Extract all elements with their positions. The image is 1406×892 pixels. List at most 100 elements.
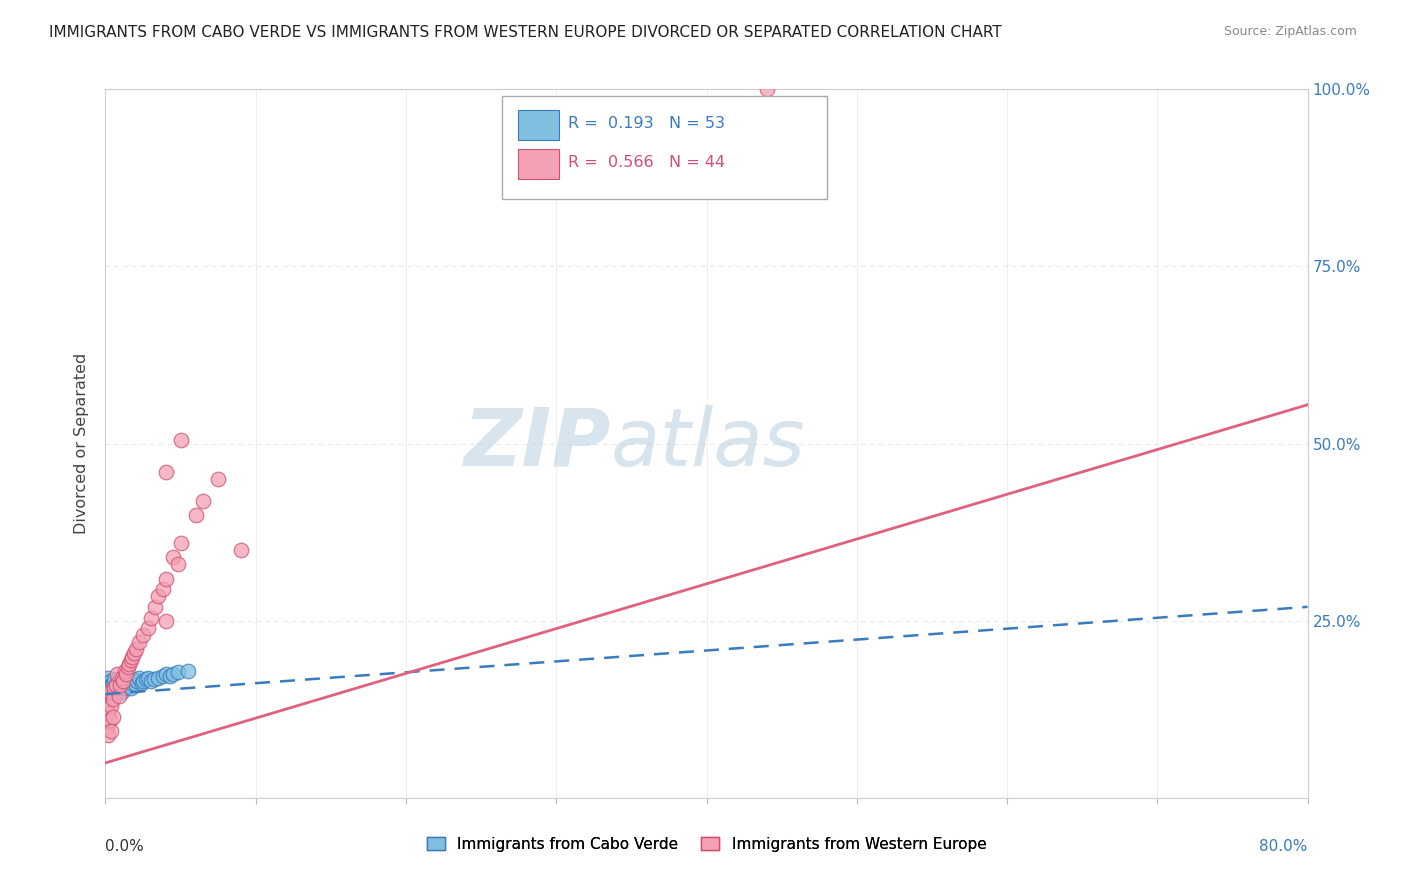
Point: [166, 558, 188, 572]
Y-axis label: Divorced or Separated: Divorced or Separated: [75, 353, 90, 534]
Point: [100, 699, 122, 714]
Point: [118, 674, 141, 689]
Point: [136, 671, 159, 685]
Point: [118, 657, 141, 671]
Text: Source: ZipAtlas.com: Source: ZipAtlas.com: [1223, 25, 1357, 38]
FancyBboxPatch shape: [502, 96, 827, 199]
Point: [131, 676, 153, 690]
Point: [115, 676, 138, 690]
Point: [139, 674, 162, 689]
Point: [96, 681, 118, 696]
Point: [110, 678, 132, 692]
Point: [121, 649, 143, 664]
Text: 0.0%: 0.0%: [105, 839, 145, 855]
Point: [115, 667, 138, 681]
Point: [162, 667, 184, 681]
Point: [128, 635, 150, 649]
Point: [100, 723, 122, 738]
Point: [122, 646, 145, 660]
Point: [112, 678, 135, 692]
Point: [98, 714, 121, 728]
Point: [121, 676, 143, 690]
Point: [104, 681, 127, 696]
Point: [120, 653, 142, 667]
Point: [122, 672, 145, 686]
Text: IMMIGRANTS FROM CABO VERDE VS IMMIGRANTS FROM WESTERN EUROPE DIVORCED OR SEPARAT: IMMIGRANTS FROM CABO VERDE VS IMMIGRANTS…: [49, 25, 1002, 40]
Point: [97, 671, 120, 685]
Point: [114, 664, 136, 678]
Point: [132, 628, 155, 642]
Point: [207, 472, 229, 486]
Point: [104, 678, 127, 692]
Point: [97, 679, 120, 693]
Point: [152, 582, 174, 596]
Point: [755, 82, 778, 96]
Point: [107, 686, 129, 700]
Point: [97, 727, 120, 741]
Point: [104, 678, 127, 692]
Point: [166, 665, 188, 679]
Point: [152, 669, 174, 683]
Point: [100, 686, 122, 700]
Point: [96, 685, 118, 699]
Text: atlas: atlas: [610, 405, 806, 483]
Point: [98, 683, 121, 698]
Text: R =  0.566   N = 44: R = 0.566 N = 44: [568, 154, 725, 169]
Point: [169, 434, 191, 448]
Point: [184, 508, 207, 522]
Point: [96, 678, 118, 692]
Point: [146, 671, 169, 685]
Point: [229, 543, 252, 558]
Point: [110, 679, 132, 693]
Point: [139, 610, 162, 624]
Point: [117, 660, 139, 674]
Point: [108, 689, 131, 703]
Point: [132, 674, 155, 689]
Point: [97, 686, 120, 700]
Point: [125, 674, 148, 689]
Point: [103, 681, 125, 696]
Point: [143, 599, 166, 614]
Point: [108, 681, 131, 696]
Point: [155, 667, 177, 681]
Point: [108, 674, 131, 689]
Point: [110, 676, 132, 690]
Point: [98, 689, 121, 703]
Text: R =  0.193   N = 53: R = 0.193 N = 53: [568, 116, 725, 131]
Text: ZIP: ZIP: [463, 405, 610, 483]
Point: [101, 689, 124, 703]
Point: [112, 674, 135, 689]
Point: [124, 642, 146, 657]
Point: [135, 672, 157, 686]
Point: [98, 674, 121, 689]
Point: [101, 681, 124, 696]
Point: [128, 671, 150, 685]
Point: [107, 667, 129, 681]
Point: [103, 683, 125, 698]
Point: [136, 621, 159, 635]
Point: [100, 678, 122, 692]
FancyBboxPatch shape: [517, 150, 558, 179]
Point: [114, 681, 136, 696]
Point: [169, 536, 191, 550]
Point: [146, 589, 169, 603]
Point: [191, 493, 214, 508]
Point: [155, 614, 177, 628]
FancyBboxPatch shape: [517, 111, 558, 140]
Point: [124, 678, 146, 692]
Point: [100, 680, 122, 694]
Point: [112, 672, 135, 686]
Point: [111, 671, 134, 685]
Point: [96, 721, 118, 735]
Point: [142, 672, 165, 686]
Point: [97, 706, 120, 721]
Point: [98, 685, 121, 699]
Point: [177, 664, 200, 678]
Point: [101, 675, 124, 690]
Point: [107, 676, 129, 690]
Point: [162, 550, 184, 565]
Point: [117, 679, 139, 693]
Point: [111, 685, 134, 699]
Legend: Immigrants from Cabo Verde, Immigrants from Western Europe: Immigrants from Cabo Verde, Immigrants f…: [420, 830, 993, 858]
Point: [155, 572, 177, 586]
